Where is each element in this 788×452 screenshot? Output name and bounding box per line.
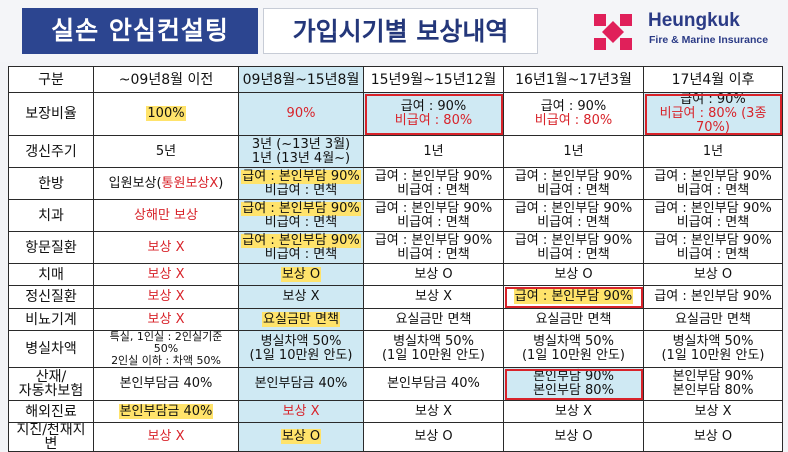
table-cell: 90% <box>238 92 364 136</box>
title-left: 실손 안심컨설팅 <box>22 8 258 54</box>
table-cell: 보상 X <box>238 400 364 423</box>
table-row: 병실차액 특실, 1인실 : 2인실기준 50% 2인실 이하 : 차액 50% … <box>8 330 783 368</box>
table-cell: 입원보상(통원보상X) <box>93 167 239 200</box>
table-cell: 보상 X <box>363 400 504 423</box>
table-cell: 급여 : 본인부담 90% 비급여 : 면책 <box>363 231 504 264</box>
table-cell: 급여 : 본인부담 90% <box>503 285 644 309</box>
table-cell: 급여 : 본인부담 90% 비급여 : 면책 <box>238 167 364 200</box>
table-cell: 5년 <box>93 135 239 168</box>
table-row: 항문질환 보상 X 급여 : 본인부담 90% 비급여 : 면책 급여 : 본인부… <box>8 231 783 264</box>
table-row: 보장비율 100% 90% 급여 : 90% 비급여 : 80% 급여 : 90%… <box>8 92 783 136</box>
heungkuk-logo: Heungkuk Fire & Marine Insurance <box>592 10 782 54</box>
table-cell: 요실금만 면책 <box>238 308 364 331</box>
col-header-period-4: 16년1월~17년3월 <box>503 66 644 93</box>
table-cell: 3년 (~13년 3월) 1년 (13년 4월~) <box>238 135 364 168</box>
table-cell: 급여 : 본인부담 90% 비급여 : 면책 <box>503 167 644 200</box>
table-row: 한방 입원보상(통원보상X) 급여 : 본인부담 90% 비급여 : 면책 급여 … <box>8 167 783 200</box>
table-cell: 본인부담금 40% <box>93 367 239 401</box>
table-row: 치과 상해만 보상 급여 : 본인부담 90% 비급여 : 면책 급여 : 본인부… <box>8 199 783 232</box>
table-cell: 보상 O <box>503 263 644 286</box>
table-row: 지진/천재지변 보상 X 보상 O 보상 O 보상 O 보상 O <box>8 422 783 452</box>
row-label: 보장비율 <box>8 92 94 136</box>
table-cell: 본인부담금 40% <box>238 367 364 401</box>
row-label: 한방 <box>8 167 94 200</box>
table-cell: 보상 X <box>93 231 239 264</box>
logo-subtitle: Fire & Marine Insurance <box>649 34 769 46</box>
table-cell: 급여 : 본인부담 90% 비급여 : 면책 <box>363 167 504 200</box>
table-cell: 보상 O <box>363 422 504 452</box>
table-cell: 급여 : 90% 비급여 : 80% <box>503 92 644 136</box>
row-label: 정신질환 <box>8 285 94 309</box>
table-cell: 병실차액 50% (1일 10만원 안도) <box>643 330 783 368</box>
table-cell: 특실, 1인실 : 2인실기준 50% 2인실 이하 : 차액 50% <box>93 330 239 368</box>
table-cell: 급여 : 본인부담 90% 비급여 : 면책 <box>643 231 783 264</box>
table-cell: 병실차액 50% (1일 10만원 안도) <box>238 330 364 368</box>
table-cell: 본인부담금 40% <box>363 367 504 401</box>
table-cell: 급여 : 본인부담 90% 비급여 : 면책 <box>643 199 783 232</box>
table-cell: 급여 : 본인부담 90% 비급여 : 면책 <box>238 199 364 232</box>
table-cell: 보상 O <box>503 422 644 452</box>
table-cell: 보상 X <box>93 263 239 286</box>
col-header-period-1: ~09년8월 이전 <box>93 66 239 93</box>
table-cell: 보상 O <box>238 422 364 452</box>
table-cell: 병실차액 50% (1일 10만원 안도) <box>503 330 644 368</box>
table-cell: 보상 X <box>93 285 239 309</box>
row-label: 병실차액 <box>8 330 94 368</box>
table-cell: 병실차액 50% (1일 10만원 안도) <box>363 330 504 368</box>
table-cell: 100% <box>93 92 239 136</box>
table-row: 산재/자동차보험 본인부담금 40% 본인부담금 40% 본인부담금 40% 본… <box>8 367 783 401</box>
table-row: 해외진료 본인부담금 40% 보상 X 보상 X 보상 X 보상 X <box>8 400 783 423</box>
table-cell: 보상 X <box>363 285 504 309</box>
col-header-period-3: 15년9월~15년12월 <box>363 66 504 93</box>
table-cell: 급여 : 본인부담 90% 비급여 : 면책 <box>643 167 783 200</box>
table-cell: 급여 : 본인부담 90% 비급여 : 면책 <box>503 231 644 264</box>
table-cell: 급여 : 본인부담 90% <box>643 285 783 309</box>
table-cell: 보상 O <box>238 263 364 286</box>
table-cell: 보상 X <box>503 400 644 423</box>
table-cell: 보상 X <box>93 308 239 331</box>
table-cell: 보상 O <box>643 263 783 286</box>
row-label: 해외진료 <box>8 400 94 423</box>
table-cell: 본인부담 90% 본인부담 80% <box>643 367 783 401</box>
header: 실손 안심컨설팅 가입시기별 보상내역 Heungkuk Fire & Mari… <box>0 0 788 62</box>
table-cell: 요실금만 면책 <box>643 308 783 331</box>
row-label: 치매 <box>8 263 94 286</box>
table-cell: 급여 : 본인부담 90% 비급여 : 면책 <box>238 231 364 264</box>
table-cell: 보상 X <box>238 285 364 309</box>
table-cell: 1년 <box>363 135 504 168</box>
table-header-row: 구분 ~09년8월 이전 09년8월~15년8월 15년9월~15년12월 16… <box>8 66 783 93</box>
table-row: 정신질환 보상 X 보상 X 보상 X 급여 : 본인부담 90% 급여 : 본… <box>8 285 783 309</box>
table-row: 비뇨기계 보상 X 요실금만 면책 요실금만 면책 요실금만 면책 요실금만 면… <box>8 308 783 331</box>
table-cell: 본인부담금 40% <box>93 400 239 423</box>
col-header-period-5: 17년4월 이후 <box>643 66 783 93</box>
table-cell: 상해만 보상 <box>93 199 239 232</box>
table-cell: 급여 : 본인부담 90% 비급여 : 면책 <box>503 199 644 232</box>
logo-name: Heungkuk <box>648 10 740 31</box>
col-header-period-2: 09년8월~15년8월 <box>238 66 364 93</box>
title-right: 가입시기별 보상내역 <box>263 8 538 54</box>
table-cell: 급여 : 90% 비급여 : 80% <box>363 92 504 136</box>
row-label: 항문질환 <box>8 231 94 264</box>
row-label: 비뇨기계 <box>8 308 94 331</box>
table-row: 갱신주기 5년 3년 (~13년 3월) 1년 (13년 4월~) 1년 1년 1… <box>8 135 783 168</box>
coverage-table: 구분 ~09년8월 이전 09년8월~15년8월 15년9월~15년12월 16… <box>8 66 783 452</box>
table-cell: 급여 : 90% 비급여 : 80% (3종 70%) <box>643 92 783 136</box>
table-row: 치매 보상 X 보상 O 보상 O 보상 O 보상 O <box>8 263 783 286</box>
row-label: 갱신주기 <box>8 135 94 168</box>
table-cell: 급여 : 본인부담 90% 비급여 : 면책 <box>363 199 504 232</box>
heungkuk-logo-icon <box>594 14 632 50</box>
row-label: 산재/자동차보험 <box>8 367 94 401</box>
col-header-category: 구분 <box>8 66 94 93</box>
table-cell: 보상 O <box>363 263 504 286</box>
table-cell: 보상 X <box>643 400 783 423</box>
table-cell: 1년 <box>643 135 783 168</box>
table-cell: 요실금만 면책 <box>503 308 644 331</box>
table-cell: 본인부담 90% 본인부담 80% <box>503 367 644 401</box>
table-cell: 요실금만 면책 <box>363 308 504 331</box>
row-label: 지진/천재지변 <box>8 422 94 452</box>
row-label: 치과 <box>8 199 94 232</box>
table-cell: 1년 <box>503 135 644 168</box>
table-cell: 보상 O <box>643 422 783 452</box>
table-cell: 보상 X <box>93 422 239 452</box>
